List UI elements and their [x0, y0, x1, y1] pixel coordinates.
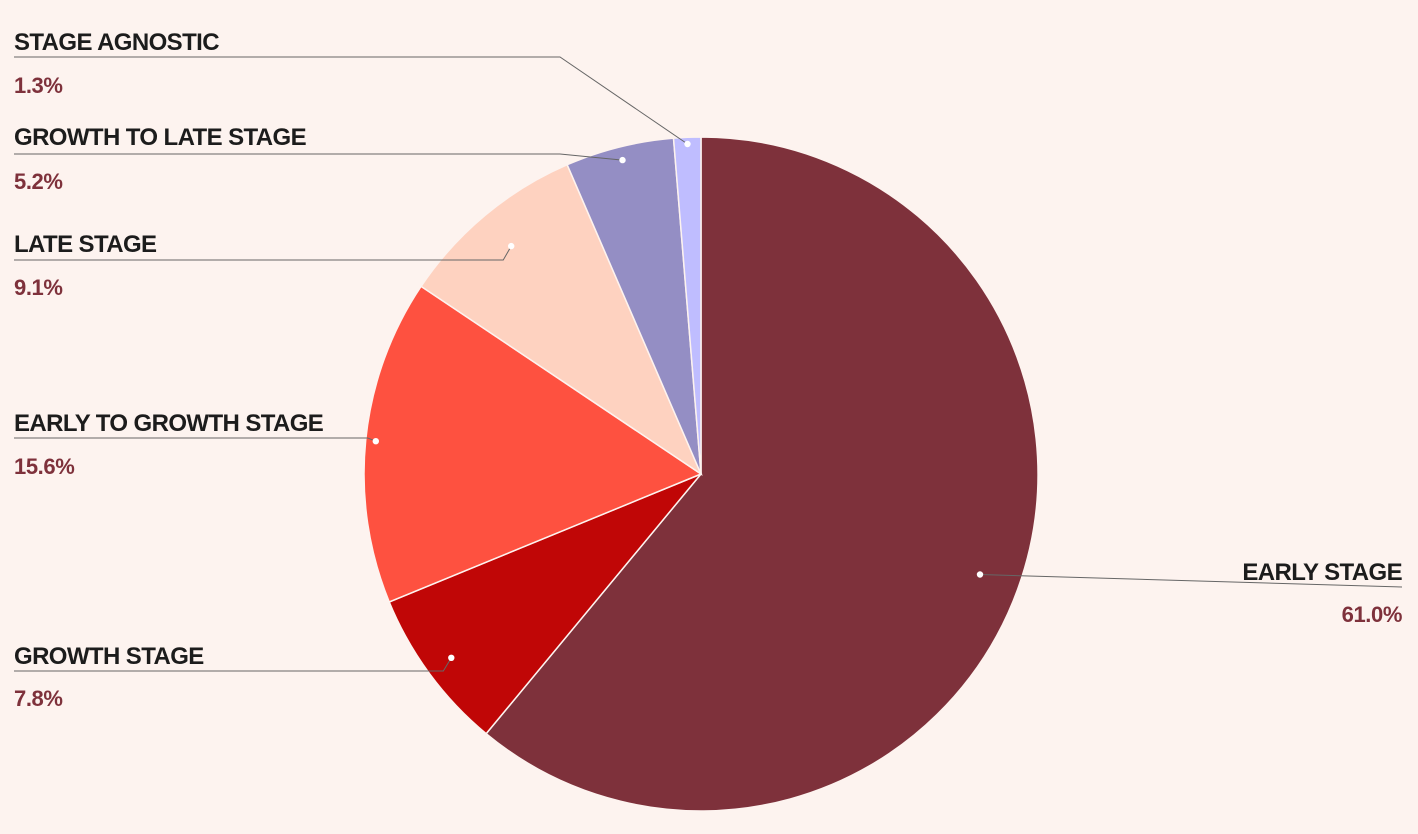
slice-label-growth-stage: GROWTH STAGE	[14, 643, 204, 670]
leader-dot-growth-to-late-stage	[619, 156, 626, 164]
leader-line-growth-stage	[14, 657, 452, 672]
slice-growth-stage	[388, 473, 702, 735]
pie-slices	[363, 136, 1039, 812]
slice-labels: EARLY STAGE 61.0% GROWTH STAGE 7.8% EARLY TO…	[14, 29, 1403, 711]
slice-late-stage	[420, 163, 703, 477]
leader-line-late-stage	[14, 245, 512, 261]
slice-value-stage-agnostic: 1.3%	[14, 73, 63, 98]
slice-stage-agnostic	[672, 136, 702, 475]
slice-label-early-to-growth-stage: EARLY TO GROWTH STAGE	[14, 410, 324, 437]
slice-label-late-stage: LATE STAGE	[14, 231, 157, 258]
slice-label-stage-agnostic: STAGE AGNOSTIC	[14, 29, 219, 56]
leader-line-early-stage	[979, 574, 1403, 588]
slice-value-early-to-growth-stage: 15.6%	[14, 454, 74, 479]
leader-dot-early-stage	[976, 571, 984, 578]
leader-line-early-to-growth-stage	[14, 437, 376, 442]
slice-early-to-growth-stage	[363, 285, 703, 603]
slice-early-stage	[485, 136, 1039, 812]
slice-value-growth-to-late-stage: 5.2%	[14, 169, 63, 194]
leader-dot-growth-stage	[448, 654, 455, 661]
slice-value-growth-stage: 7.8%	[14, 686, 63, 711]
slice-value-early-stage: 61.0%	[1342, 602, 1402, 627]
slice-value-late-stage: 9.1%	[14, 275, 63, 300]
leader-line-growth-to-late-stage	[14, 153, 623, 161]
slice-label-growth-to-late-stage: GROWTH TO LATE STAGE	[14, 124, 307, 151]
leader-line-stage-agnostic	[14, 56, 688, 145]
leader-dot-stage-agnostic	[684, 140, 691, 148]
leader-lines	[14, 56, 1403, 672]
leader-dot-early-to-growth-stage	[372, 438, 379, 445]
slice-label-early-stage: EARLY STAGE	[1242, 559, 1402, 586]
leader-dot-late-stage	[508, 242, 515, 250]
